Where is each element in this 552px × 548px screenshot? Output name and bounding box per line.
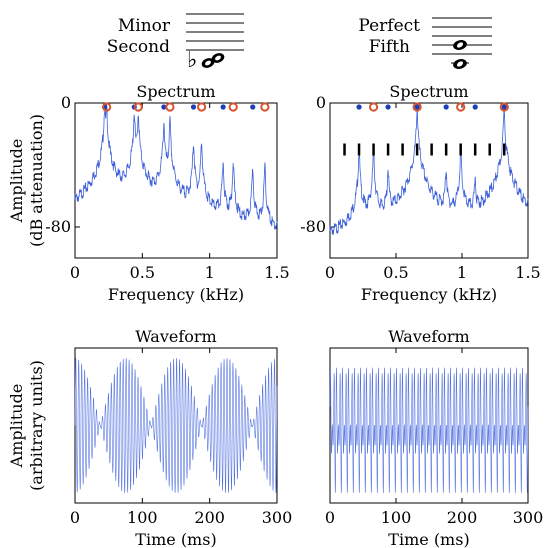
x-tick-label: 300: [262, 508, 293, 527]
note-head-high: [453, 40, 467, 50]
plot-frame: [74, 102, 278, 259]
tone-a-harmonic-marker: [190, 104, 197, 110]
tone-a-harmonic-marker: [356, 104, 362, 110]
tone-b-harmonic-marker: [102, 102, 112, 112]
panel-title: Spectrum: [389, 82, 468, 101]
tone-b-harmonic-marker: [196, 102, 207, 112]
waveform-series-line: [74, 357, 278, 494]
y-tick-label: 0: [61, 93, 71, 112]
tone-b-harmonic-marker: [133, 102, 143, 112]
y-tick-label: -80: [45, 217, 71, 236]
note-head-low: [201, 58, 215, 68]
x-tick-label: 0.5: [383, 263, 408, 282]
x-axis-label: Time (ms): [135, 530, 216, 548]
note-head-high: [211, 53, 225, 63]
x-tick-label: 300: [513, 508, 544, 527]
interval-name-line2: Second: [107, 37, 170, 57]
x-tick-label: 1: [205, 263, 215, 282]
x-tick-label: 100: [127, 508, 158, 527]
x-tick-label: 0: [325, 508, 335, 527]
x-tick-label: 0: [325, 263, 335, 282]
interval-name-line2: Fifth: [369, 37, 410, 57]
note-head-low: [453, 59, 467, 69]
panel-title: Waveform: [135, 327, 216, 346]
interval-name-line1: Perfect: [358, 16, 420, 36]
x-tick-label: 0: [70, 508, 80, 527]
notation-minor-second: Minor Second ♭: [107, 13, 244, 73]
spectrum-series-line: [74, 102, 278, 231]
x-axis-label: Frequency (kHz): [108, 285, 244, 304]
waveform-series-line: [329, 367, 529, 494]
y-axis-label: (dB attenuation): [27, 114, 46, 247]
panel-title: Waveform: [388, 327, 469, 346]
tone-a-harmonic-marker: [443, 104, 449, 110]
x-tick-label: 100: [381, 508, 412, 527]
notation-perfect-fifth: Perfect Fifth: [358, 16, 492, 69]
tone-a-harmonic-marker: [161, 104, 167, 110]
x-tick-label: 0.5: [130, 263, 155, 282]
y-tick-label: -80: [300, 217, 326, 236]
x-tick-label: 1: [457, 263, 467, 282]
x-tick-label: 1.5: [264, 263, 289, 282]
tone-b-harmonic-marker: [412, 102, 422, 112]
spectrum-series-line: [329, 108, 529, 235]
interval-name-line1: Minor: [118, 16, 171, 36]
x-tick-label: 200: [194, 508, 225, 527]
tone-a-harmonic-marker: [385, 104, 391, 110]
panel-title: Spectrum: [136, 82, 215, 101]
x-tick-label: 1.5: [515, 263, 540, 282]
tone-a-harmonic-marker: [414, 104, 420, 110]
tone-b-harmonic-marker: [368, 102, 379, 112]
tone-b-harmonic-marker: [228, 102, 238, 112]
x-axis-label: Time (ms): [388, 530, 469, 548]
y-axis-label: (arbitrary units): [27, 360, 46, 491]
tone-a-harmonic-marker: [501, 104, 507, 110]
y-axis-label: Amplitude: [7, 139, 26, 224]
tone-b-harmonic-marker: [456, 102, 466, 112]
x-tick-label: 200: [447, 508, 478, 527]
tone-b-harmonic-marker: [499, 102, 509, 112]
x-axis-label: Frequency (kHz): [361, 285, 497, 304]
tone-a-harmonic-marker: [220, 104, 226, 110]
x-tick-label: 0: [70, 263, 80, 282]
y-tick-label: 0: [316, 93, 326, 112]
spectrum-chart-minor-second: 0 0.5 1 1.5 Spectrum Frequency (kHz) 0 -80 Ampli…: [7, 82, 290, 304]
plot-frame: [329, 102, 529, 259]
waveform-chart-perfect-fifth: 0 100 200 300 Waveform Time (ms): [325, 327, 543, 548]
staff-lines: [432, 17, 492, 55]
tone-b-harmonic-marker: [260, 102, 270, 112]
spectrum-chart-perfect-fifth: 0 0.5 1 1.5 Spectrum Frequency (kHz) 0 -80: [300, 82, 540, 304]
tone-a-harmonic-marker: [472, 104, 478, 110]
y-axis-label: Amplitude: [7, 384, 26, 469]
waveform-chart-minor-second: 0 100 200 300 Waveform Time (ms) Amplitude (arb…: [7, 327, 292, 548]
tone-a-harmonic-marker: [250, 104, 256, 110]
staff-lines: [186, 13, 244, 51]
flat-symbol: ♭: [187, 48, 197, 73]
tone-b-harmonic-marker: [165, 102, 175, 112]
